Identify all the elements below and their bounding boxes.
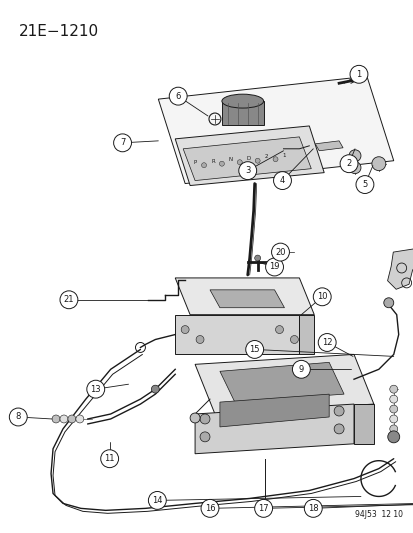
Text: 11: 11: [104, 454, 115, 463]
Circle shape: [304, 499, 321, 518]
Text: 1: 1: [356, 70, 361, 79]
Circle shape: [349, 66, 367, 83]
Polygon shape: [387, 248, 413, 289]
Circle shape: [219, 161, 224, 166]
Text: 9: 9: [298, 365, 303, 374]
Circle shape: [333, 406, 343, 416]
Circle shape: [389, 405, 397, 413]
Text: N: N: [228, 157, 233, 162]
Polygon shape: [175, 126, 323, 185]
Circle shape: [254, 255, 260, 261]
Polygon shape: [209, 290, 284, 308]
Text: 2: 2: [346, 159, 351, 168]
Text: 21E−1210: 21E−1210: [19, 23, 99, 38]
Polygon shape: [299, 314, 313, 354]
Circle shape: [148, 491, 166, 510]
Polygon shape: [221, 101, 263, 125]
Circle shape: [196, 336, 204, 343]
Text: 94J53  12 10: 94J53 12 10: [354, 510, 402, 519]
Circle shape: [348, 150, 360, 161]
Circle shape: [87, 380, 104, 398]
Text: 10: 10: [316, 292, 327, 301]
Circle shape: [181, 326, 189, 334]
Text: 17: 17: [258, 504, 268, 513]
Polygon shape: [158, 76, 393, 183]
Circle shape: [313, 288, 330, 306]
Polygon shape: [175, 278, 313, 314]
Polygon shape: [353, 404, 373, 444]
Text: 18: 18: [307, 504, 318, 513]
Circle shape: [339, 155, 357, 173]
Text: P: P: [193, 160, 196, 165]
Text: 5: 5: [361, 180, 367, 189]
Text: 21: 21: [64, 295, 74, 304]
Text: D: D: [246, 156, 250, 161]
Circle shape: [238, 161, 256, 180]
Circle shape: [201, 163, 206, 168]
Circle shape: [271, 243, 289, 261]
Circle shape: [333, 424, 343, 434]
Circle shape: [254, 158, 259, 163]
Circle shape: [60, 415, 68, 423]
Circle shape: [273, 157, 278, 161]
Polygon shape: [175, 314, 299, 354]
Circle shape: [389, 395, 397, 403]
Text: 7: 7: [120, 139, 125, 147]
Circle shape: [387, 431, 399, 443]
Circle shape: [389, 385, 397, 393]
Circle shape: [355, 175, 373, 193]
Ellipse shape: [221, 94, 263, 108]
Circle shape: [389, 425, 397, 433]
Circle shape: [254, 499, 272, 518]
Circle shape: [292, 360, 310, 378]
Text: 13: 13: [90, 385, 101, 394]
Polygon shape: [219, 394, 328, 427]
Polygon shape: [219, 362, 343, 402]
Circle shape: [100, 450, 118, 467]
Text: 4: 4: [279, 176, 285, 185]
Circle shape: [383, 298, 393, 308]
Circle shape: [199, 414, 209, 424]
Circle shape: [273, 172, 291, 190]
Circle shape: [371, 157, 385, 171]
Circle shape: [237, 160, 242, 165]
Text: 19: 19: [268, 262, 279, 271]
Circle shape: [190, 413, 199, 423]
Circle shape: [9, 408, 27, 426]
Text: 16: 16: [204, 504, 215, 513]
Polygon shape: [315, 141, 342, 151]
Circle shape: [76, 415, 83, 423]
Circle shape: [60, 291, 78, 309]
Polygon shape: [195, 404, 353, 454]
Text: 15: 15: [249, 345, 259, 354]
Text: 6: 6: [175, 92, 180, 101]
Polygon shape: [195, 354, 373, 414]
Text: 3: 3: [244, 166, 250, 175]
Polygon shape: [183, 137, 311, 181]
Circle shape: [68, 415, 76, 423]
Text: 12: 12: [321, 338, 332, 347]
Circle shape: [275, 248, 283, 256]
Circle shape: [265, 258, 283, 276]
Circle shape: [275, 326, 283, 334]
Circle shape: [113, 134, 131, 152]
Circle shape: [52, 415, 60, 423]
Text: 20: 20: [275, 248, 285, 256]
Circle shape: [389, 415, 397, 423]
Circle shape: [151, 385, 159, 393]
Circle shape: [245, 341, 263, 358]
Text: 2: 2: [264, 154, 268, 159]
Circle shape: [348, 161, 360, 174]
Circle shape: [201, 499, 218, 518]
Circle shape: [199, 432, 209, 442]
Text: 14: 14: [152, 496, 162, 505]
Circle shape: [290, 336, 298, 343]
Text: 8: 8: [16, 413, 21, 422]
Circle shape: [169, 87, 187, 105]
Text: 1: 1: [282, 153, 285, 158]
Circle shape: [318, 334, 335, 351]
Text: R: R: [211, 159, 214, 164]
